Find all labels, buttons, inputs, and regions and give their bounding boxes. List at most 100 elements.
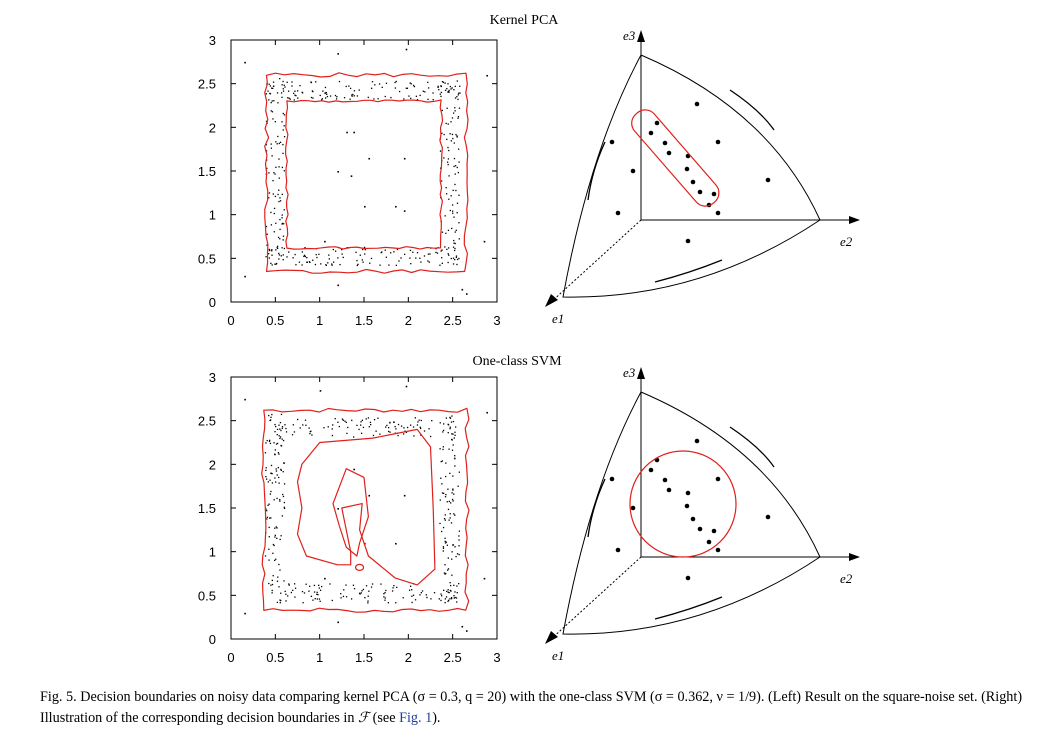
data-point: [273, 172, 275, 174]
data-point: [442, 448, 444, 451]
data-point: [455, 255, 458, 257]
data-point: [275, 166, 277, 168]
data-point: [266, 516, 269, 519]
caption-text-3: ).: [432, 710, 441, 726]
data-point: [265, 469, 267, 472]
data-point: [403, 427, 405, 429]
data-point: [269, 493, 272, 495]
noise-point: [337, 621, 339, 624]
data-point: [358, 428, 360, 431]
caption-figure-link[interactable]: Fig. 1: [399, 710, 433, 726]
data-point: [420, 261, 422, 263]
data-point: [454, 596, 456, 599]
data-point: [357, 263, 359, 266]
data-point: [270, 147, 273, 149]
feature-point: [685, 575, 691, 581]
data-point: [448, 254, 450, 256]
data-point: [285, 427, 287, 430]
data-point: [271, 254, 273, 256]
data-point: [413, 435, 415, 437]
data-point: [403, 98, 405, 100]
inner-arc-left: [587, 141, 606, 201]
data-point: [337, 421, 339, 423]
data-point: [383, 596, 385, 598]
data-point: [275, 263, 277, 265]
data-point: [384, 95, 386, 98]
data-point: [447, 568, 450, 570]
data-point: [276, 497, 278, 500]
data-point: [427, 87, 430, 89]
data-point: [268, 99, 270, 101]
data-point: [297, 418, 299, 421]
data-point: [450, 421, 453, 423]
data-point: [265, 144, 267, 146]
e3-arrow: [637, 367, 645, 379]
y-tick-label: 0.5: [198, 588, 216, 603]
data-point: [328, 258, 330, 260]
data-point: [458, 257, 460, 260]
top-left-scatter-plot: 00 0.5 0.5 1 1 1.5 1.5 2 2 2.5 2.5 3 3: [198, 33, 501, 328]
data-point: [448, 591, 450, 594]
data-point: [451, 492, 453, 494]
data-point: [327, 426, 329, 428]
data-point: [274, 121, 276, 123]
data-point: [280, 469, 283, 472]
data-point: [277, 247, 279, 250]
data-point: [281, 425, 284, 428]
data-point: [419, 427, 422, 430]
data-point: [292, 589, 294, 592]
data-point: [345, 596, 348, 598]
data-point: [274, 423, 276, 426]
feature-point: [697, 189, 703, 195]
data-point: [393, 585, 395, 587]
data-point: [449, 416, 451, 419]
data-point: [456, 553, 459, 555]
data-point: [282, 495, 285, 498]
data-point: [456, 202, 459, 204]
data-point: [331, 264, 333, 266]
data-point: [281, 247, 283, 249]
data-point: [282, 239, 284, 241]
data-point: [425, 594, 427, 596]
data-point: [270, 490, 272, 493]
data-point: [450, 88, 452, 90]
data-point: [443, 133, 445, 136]
data-point: [453, 249, 456, 252]
data-point: [280, 255, 282, 257]
data-point: [453, 239, 455, 242]
data-point: [292, 424, 294, 426]
data-point: [265, 467, 267, 469]
data-point: [411, 601, 413, 604]
data-point: [267, 504, 269, 506]
x-tick-label: 1: [316, 650, 323, 665]
data-point: [316, 256, 318, 259]
data-point: [286, 256, 288, 258]
data-point: [452, 257, 455, 259]
data-point: [353, 90, 356, 92]
data-point: [269, 517, 271, 519]
y-tick-label: 1.5: [198, 164, 216, 179]
data-point: [459, 92, 461, 94]
noise-point: [405, 48, 408, 51]
data-point: [395, 428, 397, 430]
data-point: [385, 426, 387, 428]
data-point: [353, 587, 356, 590]
data-point: [447, 557, 449, 559]
data-point: [448, 175, 450, 177]
feature-point: [694, 438, 700, 444]
data-point: [279, 569, 281, 571]
data-point: [294, 94, 296, 96]
data-point: [327, 262, 329, 264]
data-point: [271, 250, 273, 252]
data-point: [278, 586, 280, 588]
data-point: [456, 258, 459, 261]
data-point: [274, 453, 276, 456]
data-point: [302, 424, 304, 426]
data-point: [453, 89, 455, 91]
data-point: [325, 91, 328, 94]
feature-point: [715, 476, 721, 482]
data-point: [456, 136, 458, 138]
data-point: [270, 87, 273, 89]
data-point: [450, 584, 452, 587]
data-point: [405, 431, 408, 433]
